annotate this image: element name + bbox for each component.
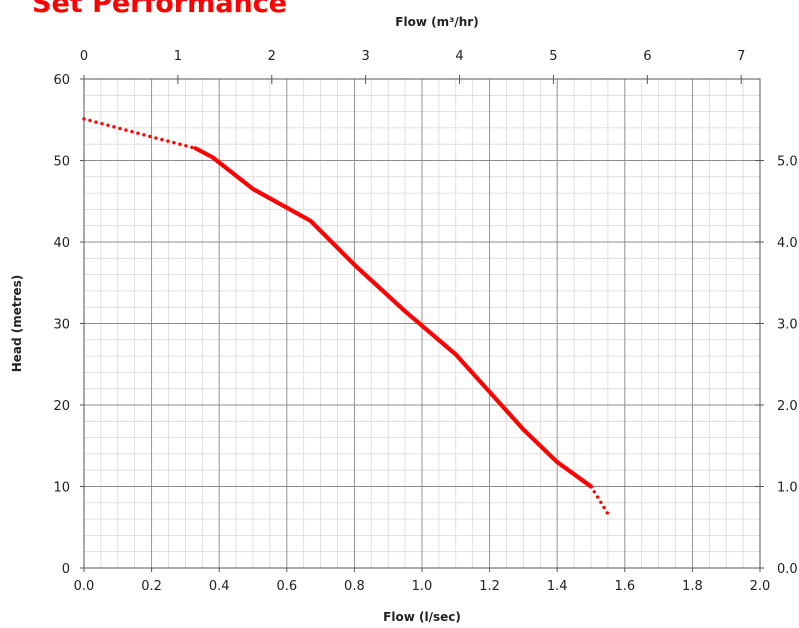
y-tick-label: 30 bbox=[53, 318, 70, 333]
y2-tick-label: 2.0 bbox=[777, 399, 798, 414]
y-axis-title: Head (metres) bbox=[10, 275, 24, 373]
x2-tick-label: 2 bbox=[268, 49, 276, 64]
y-tick-label: 0 bbox=[62, 562, 70, 577]
x-tick-label: 0.6 bbox=[276, 579, 297, 594]
x2-axis-title: Flow (m³/hr) bbox=[395, 15, 478, 29]
y2-tick-label: 3.0 bbox=[777, 318, 798, 333]
x2-tick-label: 6 bbox=[643, 49, 651, 64]
y2-tick-label: 4.0 bbox=[777, 236, 798, 251]
x-tick-label: 1.4 bbox=[547, 579, 568, 594]
y2-tick-label: 5.0 bbox=[777, 155, 798, 170]
y-tick-label: 10 bbox=[53, 481, 70, 496]
y2-tick-label: 1.0 bbox=[777, 481, 798, 496]
x2-tick-label: 7 bbox=[737, 49, 745, 64]
series-layer bbox=[82, 117, 612, 519]
x-tick-label: 0.2 bbox=[141, 579, 162, 594]
x-tick-label: 1.0 bbox=[412, 579, 433, 594]
axes-layer bbox=[80, 75, 764, 572]
y-tick-label: 40 bbox=[53, 236, 70, 251]
x-tick-label: 1.2 bbox=[479, 579, 500, 594]
x-tick-label: 1.6 bbox=[614, 579, 635, 594]
labels-layer: 0.0 0.2 0.4 0.6 0.8 1.0 1.2 1.4 1.6 1.8 2.00102030… bbox=[10, 15, 798, 624]
y2-tick-label: 0.0 bbox=[777, 562, 798, 577]
x-tick-label: 0.0 bbox=[74, 579, 95, 594]
x2-tick-label: 5 bbox=[549, 49, 557, 64]
y-tick-label: 20 bbox=[53, 399, 70, 414]
x2-tick-label: 1 bbox=[174, 49, 182, 64]
x2-tick-label: 4 bbox=[455, 49, 463, 64]
series-line-dotted bbox=[589, 484, 612, 519]
x2-tick-label: 3 bbox=[362, 49, 370, 64]
y-tick-label: 50 bbox=[53, 155, 70, 170]
grid-layer bbox=[83, 78, 761, 569]
series-line-dotted bbox=[82, 117, 198, 151]
y-tick-label: 60 bbox=[53, 73, 70, 88]
series-line-solid bbox=[193, 146, 594, 489]
x2-tick-label: 0 bbox=[80, 49, 88, 64]
x-tick-label: 1.8 bbox=[682, 579, 703, 594]
x-tick-label: 0.8 bbox=[344, 579, 365, 594]
x-axis-title: Flow (l/sec) bbox=[383, 610, 461, 624]
page-title: Set Performance bbox=[32, 0, 287, 19]
x-tick-label: 2.0 bbox=[750, 579, 771, 594]
x-tick-label: 0.4 bbox=[209, 579, 230, 594]
